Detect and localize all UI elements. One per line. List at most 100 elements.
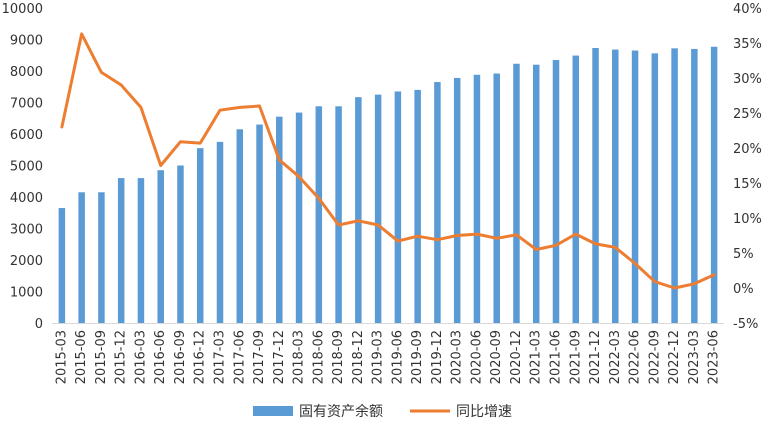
right-tick-label: 15% xyxy=(733,177,762,192)
legend-label-bar: 固有资产余额 xyxy=(299,403,383,420)
x-tick-label: 2021-12 xyxy=(588,330,603,384)
x-tick-label: 2016-06 xyxy=(153,330,168,384)
left-tick-label: 8000 xyxy=(10,65,43,80)
left-tick-label: 3000 xyxy=(10,223,43,238)
x-tick-label: 2019-06 xyxy=(390,330,405,384)
x-tick-label: 2020-12 xyxy=(509,330,524,384)
x-axis: 2015-03 2015-06 2015-09 2015-12 2016-03 2016-… xyxy=(52,323,724,384)
left-tick-label: 0 xyxy=(35,317,43,332)
bar-2020-03 xyxy=(453,77,461,324)
x-tick-label: 2023-06 xyxy=(707,330,722,384)
bar-2020-09 xyxy=(493,73,500,324)
right-tick-label: -5% xyxy=(733,317,758,332)
bar-2023-03 xyxy=(691,48,698,323)
bar-2021-09 xyxy=(572,55,580,324)
x-tick-label: 2020-09 xyxy=(489,330,504,384)
right-tick-label: 35% xyxy=(733,37,762,52)
x-tick-label: 2019-12 xyxy=(430,330,445,384)
bar-2019-03 xyxy=(374,94,382,324)
bar-2015-06 xyxy=(78,192,85,323)
bar-series xyxy=(58,46,718,324)
x-tick-label: 2017-09 xyxy=(252,330,267,384)
bar-2023-06 xyxy=(710,46,718,323)
bar-2021-03 xyxy=(532,64,540,323)
bar-2017-06 xyxy=(236,129,244,323)
left-tick-label: 6000 xyxy=(10,128,43,143)
right-axis: -5% 0% 5% 10% 15% 20% 25% 30% 35% 40% xyxy=(733,2,762,332)
x-tick-label: 2015-06 xyxy=(74,330,89,384)
x-tick-label: 2016-09 xyxy=(173,330,188,384)
x-tick-label: 2015-09 xyxy=(94,330,109,384)
x-tick-label: 2016-12 xyxy=(193,330,208,384)
left-tick-label: 1000 xyxy=(10,286,43,301)
x-tick-label: 2022-06 xyxy=(628,330,643,384)
bar-2020-12 xyxy=(513,63,520,323)
bar-2021-12 xyxy=(592,48,599,323)
x-tick-label: 2021-06 xyxy=(549,330,564,384)
bar-2016-12 xyxy=(196,148,204,323)
left-tick-label: 5000 xyxy=(10,160,43,175)
bar-2016-03 xyxy=(137,178,145,323)
legend: 固有资产余额 同比增速 xyxy=(253,403,512,420)
x-tick-label: 2021-03 xyxy=(529,330,544,384)
x-tick-label: 2019-03 xyxy=(371,330,386,384)
bar-2020-06 xyxy=(473,74,481,323)
bar-2015-12 xyxy=(117,178,125,323)
right-tick-label: 5% xyxy=(733,247,754,262)
bar-2018-03 xyxy=(295,112,303,323)
bar-2018-12 xyxy=(355,97,362,324)
bar-2017-12 xyxy=(276,116,283,323)
x-tick-label: 2023-03 xyxy=(687,330,702,384)
bar-2018-09 xyxy=(335,106,342,323)
bar-2021-06 xyxy=(552,59,560,323)
bar-2022-03 xyxy=(612,49,619,323)
left-axis: 0 1000 2000 3000 4000 5000 6000 7000 8000 9000 100… xyxy=(2,2,43,332)
bar-2022-12 xyxy=(671,48,678,323)
legend-label-line: 同比增速 xyxy=(456,404,512,420)
x-tick-label: 2020-03 xyxy=(450,330,465,384)
x-tick-label: 2018-06 xyxy=(311,330,326,384)
bar-2019-06 xyxy=(394,91,402,323)
x-tick-label: 2022-03 xyxy=(608,330,623,384)
bar-2016-06 xyxy=(157,170,164,323)
x-tick-label: 2018-03 xyxy=(292,330,307,384)
left-tick-label: 2000 xyxy=(10,254,43,269)
x-tick-label: 2022-09 xyxy=(647,330,662,384)
x-tick-label: 2019-09 xyxy=(410,330,425,384)
right-tick-label: 25% xyxy=(733,107,762,122)
x-tick-label: 2021-09 xyxy=(568,330,583,384)
left-tick-label: 10000 xyxy=(2,2,43,17)
x-tick-label: 2016-03 xyxy=(133,330,148,384)
bar-2019-12 xyxy=(434,82,441,323)
left-tick-label: 4000 xyxy=(10,191,43,206)
right-tick-label: 40% xyxy=(733,2,762,17)
x-tick-label: 2018-12 xyxy=(351,330,366,384)
bar-2017-09 xyxy=(256,124,263,323)
legend-swatch-bar xyxy=(253,406,293,416)
x-tick-label: 2022-12 xyxy=(667,330,682,384)
bar-2022-06 xyxy=(631,50,639,324)
x-tick-label: 2017-12 xyxy=(272,330,287,384)
line-yoy-growth xyxy=(60,32,716,290)
bar-2016-09 xyxy=(177,165,184,323)
left-tick-label: 9000 xyxy=(10,34,43,49)
bar-2019-09 xyxy=(414,89,421,324)
line-series xyxy=(60,32,716,290)
bar-2018-06 xyxy=(315,106,323,323)
x-tick-label: 2015-03 xyxy=(54,330,69,384)
x-tick-label: 2015-12 xyxy=(114,330,129,384)
right-tick-label: 0% xyxy=(733,282,754,297)
x-tick-label: 2017-03 xyxy=(213,330,228,384)
bar-2022-09 xyxy=(651,53,659,324)
right-tick-label: 30% xyxy=(733,72,762,87)
left-tick-label: 7000 xyxy=(10,97,43,112)
x-tick-label: 2020-06 xyxy=(469,330,484,384)
bar-2017-03 xyxy=(216,141,224,324)
right-tick-label: 20% xyxy=(733,142,762,157)
x-tick-label: 2018-09 xyxy=(331,330,346,384)
x-tick-label: 2017-06 xyxy=(232,330,247,384)
bar-2015-03 xyxy=(58,208,66,323)
bar-2015-09 xyxy=(98,192,105,323)
